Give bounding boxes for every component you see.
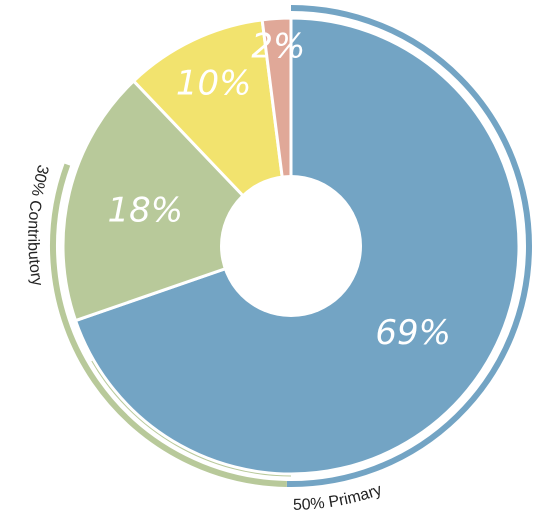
slice-label-0: 69% [375,313,451,353]
slice-label-3: 2% [251,26,305,66]
contributory-annotation-label: 30% Contributory [24,163,51,287]
primary-arc-outer [286,5,532,487]
slice-label-2: 10% [176,63,252,103]
contributory-arc [50,163,287,487]
slice-labels: 69% 18% 10%2% [107,26,451,353]
slice-label-1: 18% [107,191,183,231]
donut-hole [220,175,362,317]
